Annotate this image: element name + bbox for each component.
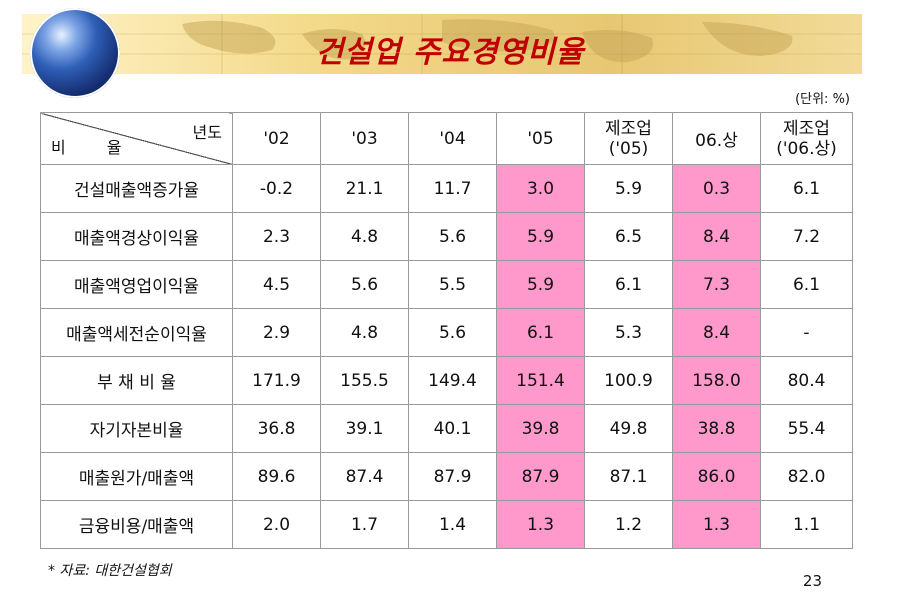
value-cell: 100.9 xyxy=(584,356,673,405)
value-cell: 89.6 xyxy=(232,452,321,501)
col-header: 제조업 ('05) xyxy=(584,112,673,165)
table-row: 부 채 비 율 171.9 155.5 149.4 151.4 100.9 158.0 80.… xyxy=(40,356,853,405)
value-cell: 80.4 xyxy=(760,356,853,405)
value-cell: 5.5 xyxy=(408,260,497,309)
value-cell: 87.9 xyxy=(408,452,497,501)
value-cell: 4.8 xyxy=(320,212,409,261)
value-cell: 87.4 xyxy=(320,452,409,501)
value-cell: 4.5 xyxy=(232,260,321,309)
corner-cell: 년도 비 율 xyxy=(40,112,233,165)
ratio-table: 년도 비 율 '02 '03 '04 '05 제조업 ('05) 06.상 제조… xyxy=(40,112,853,549)
header-row: 년도 비 율 '02 '03 '04 '05 제조업 ('05) 06.상 제조… xyxy=(40,112,853,165)
table-row: 매출액세전순이익율 2.9 4.8 5.6 6.1 5.3 8.4- xyxy=(40,308,853,357)
value-cell: 39.1 xyxy=(320,404,409,453)
page-number: 23 xyxy=(802,572,822,590)
corner-ratio-label: 비 율 xyxy=(51,138,140,157)
value-cell: 40.1 xyxy=(408,404,497,453)
col-header: '05 xyxy=(496,112,585,165)
row-label: 자기자본비율 xyxy=(40,404,233,453)
value-cell: 5.6 xyxy=(408,212,497,261)
value-cell: 87.1 xyxy=(584,452,673,501)
value-cell: 55.4 xyxy=(760,404,853,453)
row-label: 매출원가/매출액 xyxy=(40,452,233,501)
col-header: 제조업 ('06.상) xyxy=(760,112,853,165)
table-row: 금융비용/매출액 2.0 1.7 1.4 1.3 1.2 1.3 1.1 xyxy=(40,500,853,549)
value-cell: 6.1 xyxy=(760,164,853,213)
row-label: 매출액경상이익율 xyxy=(40,212,233,261)
table-row: 자기자본비율 36.8 39.1 40.1 39.8 49.8 38.8 55.4 xyxy=(40,404,853,453)
value-cell: 1.1 xyxy=(760,500,853,549)
table-row: 매출액경상이익율 2.3 4.8 5.6 5.9 6.5 8.4 7.2 xyxy=(40,212,853,261)
corner-year-label: 년도 xyxy=(192,123,222,142)
value-cell: 1.4 xyxy=(408,500,497,549)
value-cell: 4.8 xyxy=(320,308,409,357)
value-cell: 7.2 xyxy=(760,212,853,261)
value-cell: 38.8 xyxy=(672,404,761,453)
unit-label: (단위: %) xyxy=(795,92,850,107)
value-cell: 39.8 xyxy=(496,404,585,453)
value-cell: 2.3 xyxy=(232,212,321,261)
row-label: 금융비용/매출액 xyxy=(40,500,233,549)
value-cell: 1.3 xyxy=(496,500,585,549)
value-cell: 8.4 xyxy=(672,212,761,261)
value-cell: 151.4 xyxy=(496,356,585,405)
col-header: '04 xyxy=(408,112,497,165)
source-note: * 자료: 대한건설협회 xyxy=(48,563,172,579)
value-cell: 8.4 xyxy=(672,308,761,357)
value-cell: 3.0 xyxy=(496,164,585,213)
value-cell: 155.5 xyxy=(320,356,409,405)
value-cell: 1.2 xyxy=(584,500,673,549)
value-cell: 1.3 xyxy=(672,500,761,549)
value-cell: 86.0 xyxy=(672,452,761,501)
col-header: '03 xyxy=(320,112,409,165)
value-cell: 5.3 xyxy=(584,308,673,357)
value-cell: 2.9 xyxy=(232,308,321,357)
value-cell: 6.5 xyxy=(584,212,673,261)
world-map-decoration xyxy=(22,14,862,74)
value-cell: 5.6 xyxy=(320,260,409,309)
row-label: 건설매출액증가율 xyxy=(40,164,233,213)
value-cell: 5.6 xyxy=(408,308,497,357)
value-cell: 36.8 xyxy=(232,404,321,453)
globe-icon xyxy=(30,8,120,98)
page-title: 건설업 주요경영비율 xyxy=(315,35,585,70)
table-row: 건설매출액증가율 -0.2 21.1 11.7 3.0 5.9 0.3 6.1 xyxy=(40,164,853,213)
value-cell: 49.8 xyxy=(584,404,673,453)
value-cell: 82.0 xyxy=(760,452,853,501)
value-cell: 171.9 xyxy=(232,356,321,405)
value-cell: 11.7 xyxy=(408,164,497,213)
title-banner xyxy=(22,14,862,74)
value-cell: 7.3 xyxy=(672,260,761,309)
value-cell: 6.1 xyxy=(584,260,673,309)
value-cell: 149.4 xyxy=(408,356,497,405)
value-cell: 5.9 xyxy=(496,260,585,309)
value-cell: 5.9 xyxy=(496,212,585,261)
value-cell: 87.9 xyxy=(496,452,585,501)
row-label: 부 채 비 율 xyxy=(40,356,233,405)
value-cell: 0.3 xyxy=(672,164,761,213)
row-label: 매출액영업이익율 xyxy=(40,260,233,309)
table-row: 매출액영업이익율 4.5 5.6 5.5 5.9 6.1 7.3 6.1 xyxy=(40,260,853,309)
col-header: '02 xyxy=(232,112,321,165)
value-cell: 6.1 xyxy=(496,308,585,357)
table-row: 매출원가/매출액 89.6 87.4 87.9 87.9 87.1 86.0 82.0 xyxy=(40,452,853,501)
value-cell: 158.0 xyxy=(672,356,761,405)
value-cell: - xyxy=(760,308,853,357)
value-cell: 2.0 xyxy=(232,500,321,549)
value-cell: 6.1 xyxy=(760,260,853,309)
col-header: 06.상 xyxy=(672,112,761,165)
value-cell: 1.7 xyxy=(320,500,409,549)
row-label: 매출액세전순이익율 xyxy=(40,308,233,357)
value-cell: 21.1 xyxy=(320,164,409,213)
value-cell: -0.2 xyxy=(232,164,321,213)
value-cell: 5.9 xyxy=(584,164,673,213)
